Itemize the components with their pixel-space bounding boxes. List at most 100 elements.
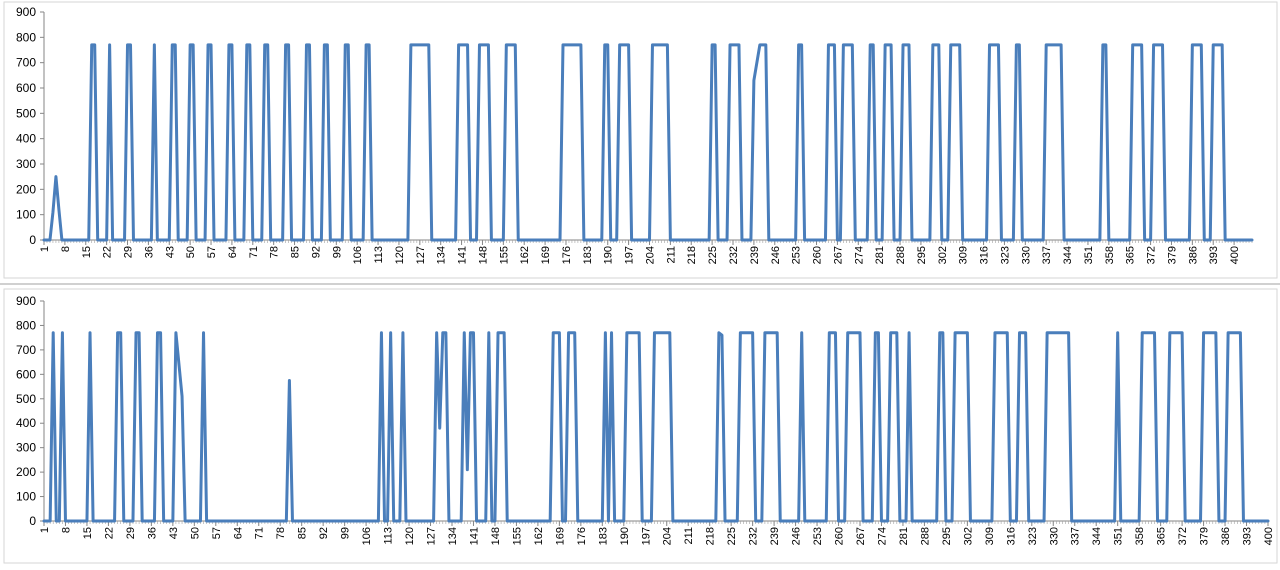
x-tick-label: 43	[164, 246, 176, 258]
x-tick-label: 232	[728, 246, 740, 264]
x-tick-label: 337	[1041, 246, 1053, 264]
x-tick-label: 302	[962, 527, 974, 545]
x-tick-label: 113	[383, 527, 395, 545]
x-tick-label: 127	[415, 246, 427, 264]
x-tick-label: 71	[248, 246, 260, 258]
x-tick-label: 274	[853, 246, 865, 264]
y-tick-label: 300	[16, 157, 36, 171]
chart-top-svg: 0 100 200 300 400 500 600 700 800 900 1 8 15 22 29 36 43…	[3, 1, 1278, 279]
x-tick-label: 29	[123, 246, 135, 258]
x-tick-label: 330	[1048, 527, 1060, 545]
x-tick-label: 22	[103, 527, 115, 539]
x-tick-label: 36	[146, 527, 158, 539]
x-tick-label: 141	[457, 246, 469, 264]
chart-top: 0 100 200 300 400 500 600 700 800 900 1 8 15 22 29 36 43…	[0, 0, 1280, 284]
x-tick-label: 120	[394, 246, 406, 264]
y-tick-label: 500	[16, 106, 36, 120]
x-tick-label: 211	[665, 246, 677, 264]
x-tick-label: 8	[60, 246, 72, 252]
y-tick-label: 700	[16, 343, 36, 357]
x-tick-label: 344	[1091, 527, 1103, 545]
x-tick-label: 400	[1263, 527, 1275, 545]
plot-frame	[3, 288, 1278, 564]
x-tick-label: 148	[477, 246, 489, 264]
y-tick-label: 900	[16, 5, 36, 19]
x-tick-label: 85	[290, 246, 302, 258]
x-tick-label: 15	[82, 527, 94, 539]
x-tick-label: 169	[540, 246, 552, 264]
x-tick-label: 78	[269, 246, 281, 258]
x-tick-label: 183	[597, 527, 609, 545]
x-tick-label: 274	[876, 527, 888, 545]
series-line	[42, 43, 1254, 242]
x-tick-label: 400	[1229, 246, 1241, 264]
y-tick-label: 100	[16, 208, 36, 222]
chart-bottom-svg: 0 100 200 300 400 500 600 700 800 900 1 8 15 22 29 36 43…	[3, 288, 1278, 564]
x-tick-label: 176	[576, 527, 588, 545]
x-tick-label: 92	[318, 527, 330, 539]
chart-divider	[0, 283, 1280, 285]
x-tick-label: 57	[211, 527, 223, 539]
x-tick-label: 386	[1220, 527, 1232, 545]
x-tick-label: 281	[898, 527, 910, 545]
y-tick-label: 600	[16, 367, 36, 381]
x-tick-label: 120	[404, 527, 416, 545]
x-tick-label: 358	[1134, 527, 1146, 545]
x-tick-label: 372	[1146, 246, 1158, 264]
x-tick-label: 218	[705, 527, 717, 545]
x-tick-label: 267	[832, 246, 844, 264]
y-tick-label: 0	[29, 233, 36, 247]
y-tick-label: 400	[16, 132, 36, 146]
x-tick-label: 22	[102, 246, 114, 258]
x-tick-label: 232	[748, 527, 760, 545]
x-tick-label: 344	[1062, 246, 1074, 264]
x-tick-label: 358	[1104, 246, 1116, 264]
y-tick-label: 700	[16, 56, 36, 70]
x-tick-label: 351	[1113, 527, 1125, 545]
y-tick-label: 300	[16, 441, 36, 455]
x-tick-label: 204	[644, 246, 656, 264]
x-tick-label: 365	[1156, 527, 1168, 545]
x-tick-label: 36	[143, 246, 155, 258]
x-tick-label: 183	[582, 246, 594, 264]
y-tick-label: 0	[29, 514, 36, 528]
y-tick-label: 200	[16, 182, 36, 196]
x-tick-label: 162	[533, 527, 545, 545]
x-tick-label: 127	[426, 527, 438, 545]
x-tick-label: 288	[895, 246, 907, 264]
y-tick-label: 600	[16, 81, 36, 95]
x-tick-label: 288	[919, 527, 931, 545]
x-tick-label: 309	[984, 527, 996, 545]
x-tick-label: 260	[834, 527, 846, 545]
x-tick-label: 71	[254, 527, 266, 539]
x-tick-label: 211	[683, 527, 695, 545]
x-tick-label: 8	[60, 527, 72, 533]
x-tick-label: 323	[1027, 527, 1039, 545]
x-tick-label: 302	[937, 246, 949, 264]
x-tick-label: 239	[769, 527, 781, 545]
x-tick-label: 218	[686, 246, 698, 264]
x-tick-label: 267	[855, 527, 867, 545]
x-tick-label: 204	[662, 527, 674, 545]
y-tick-label: 900	[16, 294, 36, 308]
x-tick-label: 246	[791, 527, 803, 545]
plot-frame	[3, 1, 1278, 279]
x-tick-label: 295	[941, 527, 953, 545]
x-tick-label: 295	[916, 246, 928, 264]
x-tick-label: 99	[340, 527, 352, 539]
x-tick-label: 246	[770, 246, 782, 264]
x-tick-label: 64	[227, 246, 239, 258]
x-tick-label: 190	[619, 527, 631, 545]
x-tick-label: 134	[447, 527, 459, 545]
x-tick-label: 351	[1083, 246, 1095, 264]
chart-bottom: 0 100 200 300 400 500 600 700 800 900 1 8 15 22 29 36 43…	[0, 285, 1280, 570]
x-tick-label: 393	[1242, 527, 1254, 545]
x-tick-label: 134	[436, 246, 448, 264]
y-tick-label: 800	[16, 30, 36, 44]
x-tick-label: 169	[554, 527, 566, 545]
y-tick-label: 800	[16, 318, 36, 332]
x-tick-label: 316	[1005, 527, 1017, 545]
x-tick-label: 197	[624, 246, 636, 264]
x-tick-label: 1	[39, 527, 51, 533]
series-line	[42, 331, 1270, 523]
